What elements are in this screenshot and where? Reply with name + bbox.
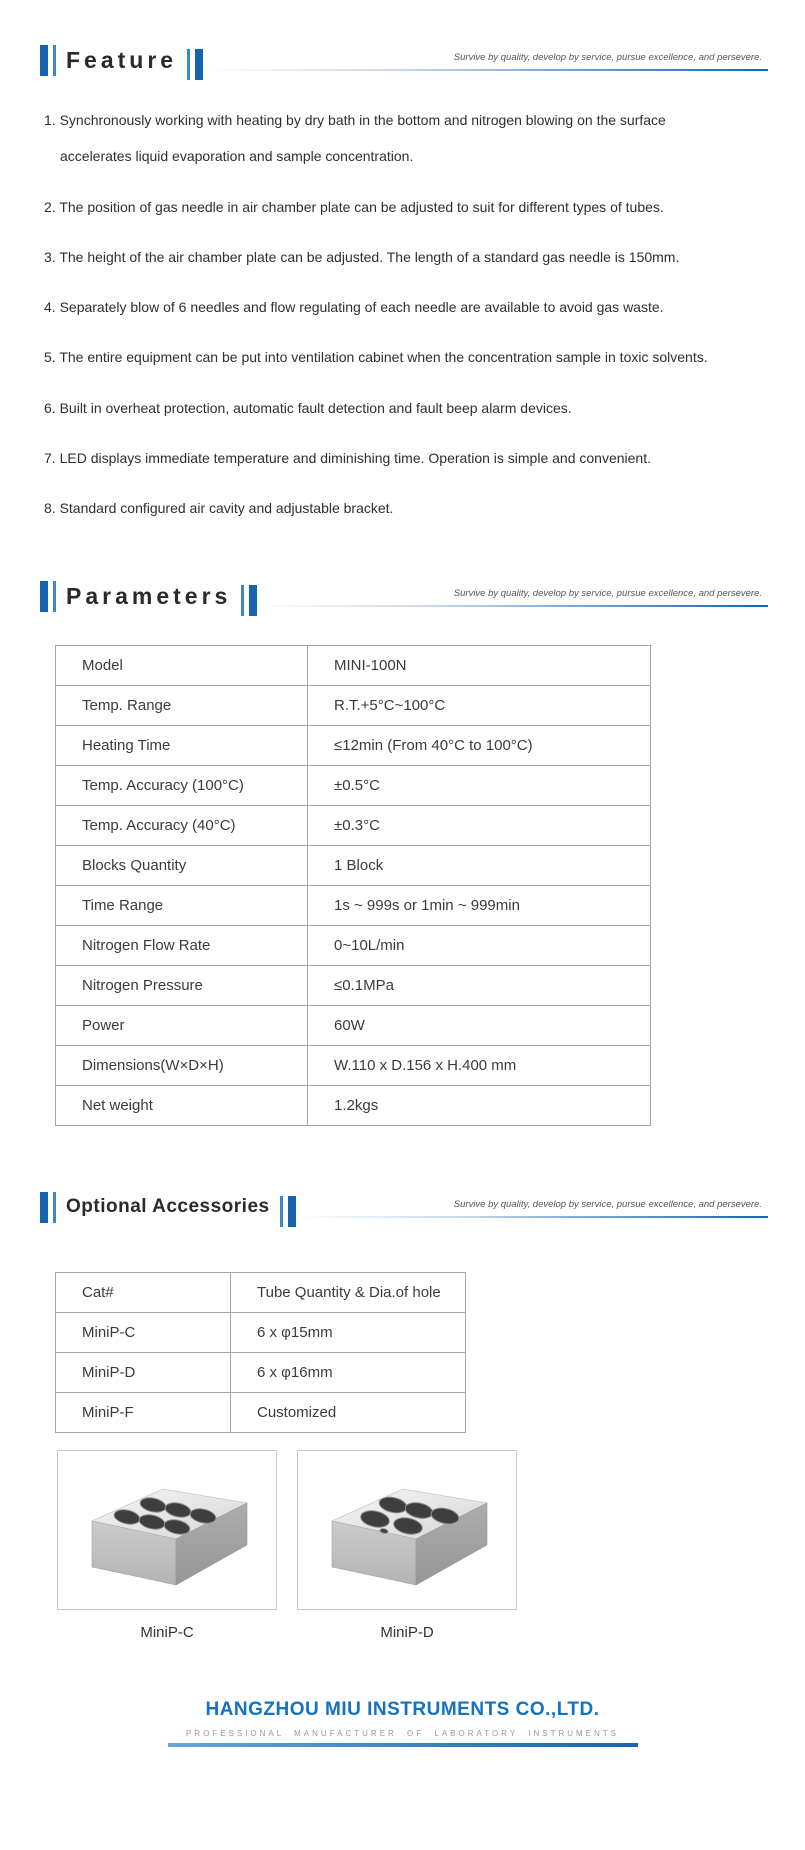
- company-slogan: PROFESSIONAL MANUFACTURER OF LABORATORY …: [185, 1728, 620, 1738]
- feature-item: 7. LED displays immediate temperature an…: [44, 450, 651, 467]
- accessory-value: Tube Quantity & Dia.of hole: [230, 1271, 466, 1313]
- accent-bar-icon: [40, 45, 48, 76]
- param-label: Nitrogen Flow Rate: [55, 924, 308, 966]
- accent-bar-icon: [40, 1191, 48, 1223]
- accessory-value: 6 x φ15mm: [230, 1311, 466, 1353]
- param-value: MINI-100N: [307, 644, 651, 686]
- feature-section-title: Feature: [66, 47, 178, 73]
- feature-item: 4. Separately blow of 6 needles and flow…: [44, 299, 664, 316]
- accent-bar-icon: [249, 584, 258, 616]
- company-tagline: Survive by quality, develop by service, …: [453, 52, 762, 63]
- table-row: MiniP-F Customized: [55, 1391, 466, 1433]
- param-value: 1s ~ 999s or 1min ~ 999min: [307, 884, 651, 926]
- accessory-label: MiniP-F: [55, 1391, 231, 1433]
- accessories-section-title: Optional Accessories: [66, 1196, 270, 1218]
- accent-bar-icon: [40, 580, 48, 612]
- parameters-section-title: Parameters: [66, 582, 232, 609]
- feature-item: 3. The height of the air chamber plate c…: [44, 248, 680, 265]
- feature-title-group: Feature: [40, 45, 204, 80]
- accessory-label: Cat#: [55, 1271, 231, 1313]
- table-row: Cat# Tube Quantity & Dia.of hole: [55, 1271, 466, 1313]
- accessories-table: Cat# Tube Quantity & Dia.of hole MiniP-C 6…: [55, 1271, 466, 1433]
- product-caption: MiniP-C: [140, 1623, 194, 1641]
- param-value: ≤12min (From 40°C to 100°C): [307, 724, 651, 766]
- table-row: Blocks Quantity 1 Block: [55, 844, 651, 886]
- company-tagline: Survive by quality, develop by service, …: [453, 1198, 762, 1210]
- accessory-value: Customized: [230, 1391, 466, 1433]
- table-row: Temp. Accuracy (40°C) ±0.3°C: [55, 804, 651, 846]
- feature-item: 6. Built in overheat protection, automat…: [44, 399, 572, 416]
- parameters-section-header: Parameters Survive by quality, develop b…: [40, 580, 768, 616]
- param-value: 60W: [307, 1004, 651, 1046]
- table-row: Temp. Range R.T.+5°C~100°C: [55, 684, 651, 726]
- accessory-value: 6 x φ16mm: [230, 1351, 466, 1393]
- gradient-divider: [295, 1215, 768, 1218]
- product-images-row: [57, 1449, 805, 1610]
- accessories-section-header: Optional Accessories Survive by quality,…: [40, 1191, 768, 1227]
- table-row: Model MINI-100N: [55, 644, 651, 686]
- accent-bar-icon: [195, 49, 204, 80]
- parameters-title-group: Parameters: [40, 580, 258, 616]
- param-value: ±0.5°C: [307, 764, 651, 806]
- table-row: Net weight 1.2kgs: [55, 1084, 651, 1126]
- table-row: Time Range 1s ~ 999s or 1min ~ 999min: [55, 884, 651, 926]
- param-label: Heating Time: [55, 724, 308, 766]
- param-label: Blocks Quantity: [55, 844, 308, 886]
- param-label: Temp. Accuracy (100°C): [55, 764, 308, 806]
- table-row: Dimensions(W×D×H) W.110 x D.156 x H.400 m…: [55, 1044, 651, 1086]
- param-value: ±0.3°C: [307, 804, 651, 846]
- param-label: Net weight: [55, 1084, 308, 1126]
- accent-bar-icon: [53, 1191, 56, 1223]
- param-value: W.110 x D.156 x H.400 mm: [307, 1044, 651, 1086]
- param-label: Temp. Range: [55, 684, 308, 726]
- accessory-label: MiniP-C: [55, 1311, 231, 1353]
- company-tagline: Survive by quality, develop by service, …: [453, 587, 762, 599]
- feature-list: 1. Synchronously working with heating by…: [44, 102, 720, 527]
- company-name: HANGZHOU MIU INSTRUMENTS CO.,LTD.: [205, 1698, 600, 1720]
- table-row: Power 60W: [55, 1004, 651, 1046]
- product-image-minip-c: [57, 1449, 277, 1610]
- gradient-divider: [203, 69, 768, 71]
- table-row: Nitrogen Pressure ≤0.1MPa: [55, 964, 651, 1006]
- table-row: Temp. Accuracy (100°C) ±0.5°C: [55, 764, 651, 806]
- param-label: Model: [55, 644, 308, 686]
- product-captions-row: MiniP-C MiniP-D: [57, 1624, 805, 1641]
- param-value: ≤0.1MPa: [307, 964, 651, 1006]
- aluminum-block-5-holes-illustration: [331, 1488, 488, 1586]
- page-footer: HANGZHOU MIU INSTRUMENTS CO.,LTD. PROFES…: [0, 1699, 805, 1747]
- param-value: 1 Block: [307, 844, 651, 886]
- aluminum-block-6-holes-illustration: [91, 1488, 248, 1586]
- feature-item: 8. Standard configured air cavity and ad…: [44, 500, 394, 517]
- accessory-label: MiniP-D: [55, 1351, 231, 1393]
- feature-item: 2. The position of gas needle in air cha…: [44, 198, 664, 215]
- table-row: Nitrogen Flow Rate 0~10L/min: [55, 924, 651, 966]
- gradient-divider: [257, 604, 768, 607]
- feature-item: 5. The entire equipment can be put into …: [44, 349, 708, 366]
- param-label: Time Range: [55, 884, 308, 926]
- accent-bar-icon: [53, 580, 56, 612]
- parameters-table: Model MINI-100N Temp. Range R.T.+5°C~100°C…: [55, 644, 651, 1126]
- product-image-minip-d: [297, 1449, 517, 1610]
- table-row: Heating Time ≤12min (From 40°C to 100°C): [55, 724, 651, 766]
- accent-bar-icon: [53, 45, 56, 76]
- accent-bar-icon: [187, 49, 191, 80]
- accent-bar-icon: [279, 1195, 283, 1227]
- accent-bar-icon: [241, 584, 245, 616]
- accessories-title-group: Optional Accessories: [40, 1191, 296, 1227]
- accent-bar-icon: [287, 1195, 296, 1227]
- table-row: MiniP-D 6 x φ16mm: [55, 1351, 466, 1393]
- param-value: R.T.+5°C~100°C: [307, 684, 651, 726]
- param-label: Nitrogen Pressure: [55, 964, 308, 1006]
- param-label: Temp. Accuracy (40°C): [55, 804, 308, 846]
- footer-accent-bar: [167, 1742, 638, 1747]
- param-value: 0~10L/min: [307, 924, 651, 966]
- feature-section-header: Feature Survive by quality, develop by s…: [40, 45, 768, 80]
- param-label: Dimensions(W×D×H): [55, 1044, 308, 1086]
- feature-item: 1. Synchronously working with heating by…: [44, 112, 666, 165]
- table-row: MiniP-C 6 x φ15mm: [55, 1311, 466, 1353]
- param-value: 1.2kgs: [307, 1084, 651, 1126]
- product-caption: MiniP-D: [380, 1623, 434, 1641]
- param-label: Power: [55, 1004, 308, 1046]
